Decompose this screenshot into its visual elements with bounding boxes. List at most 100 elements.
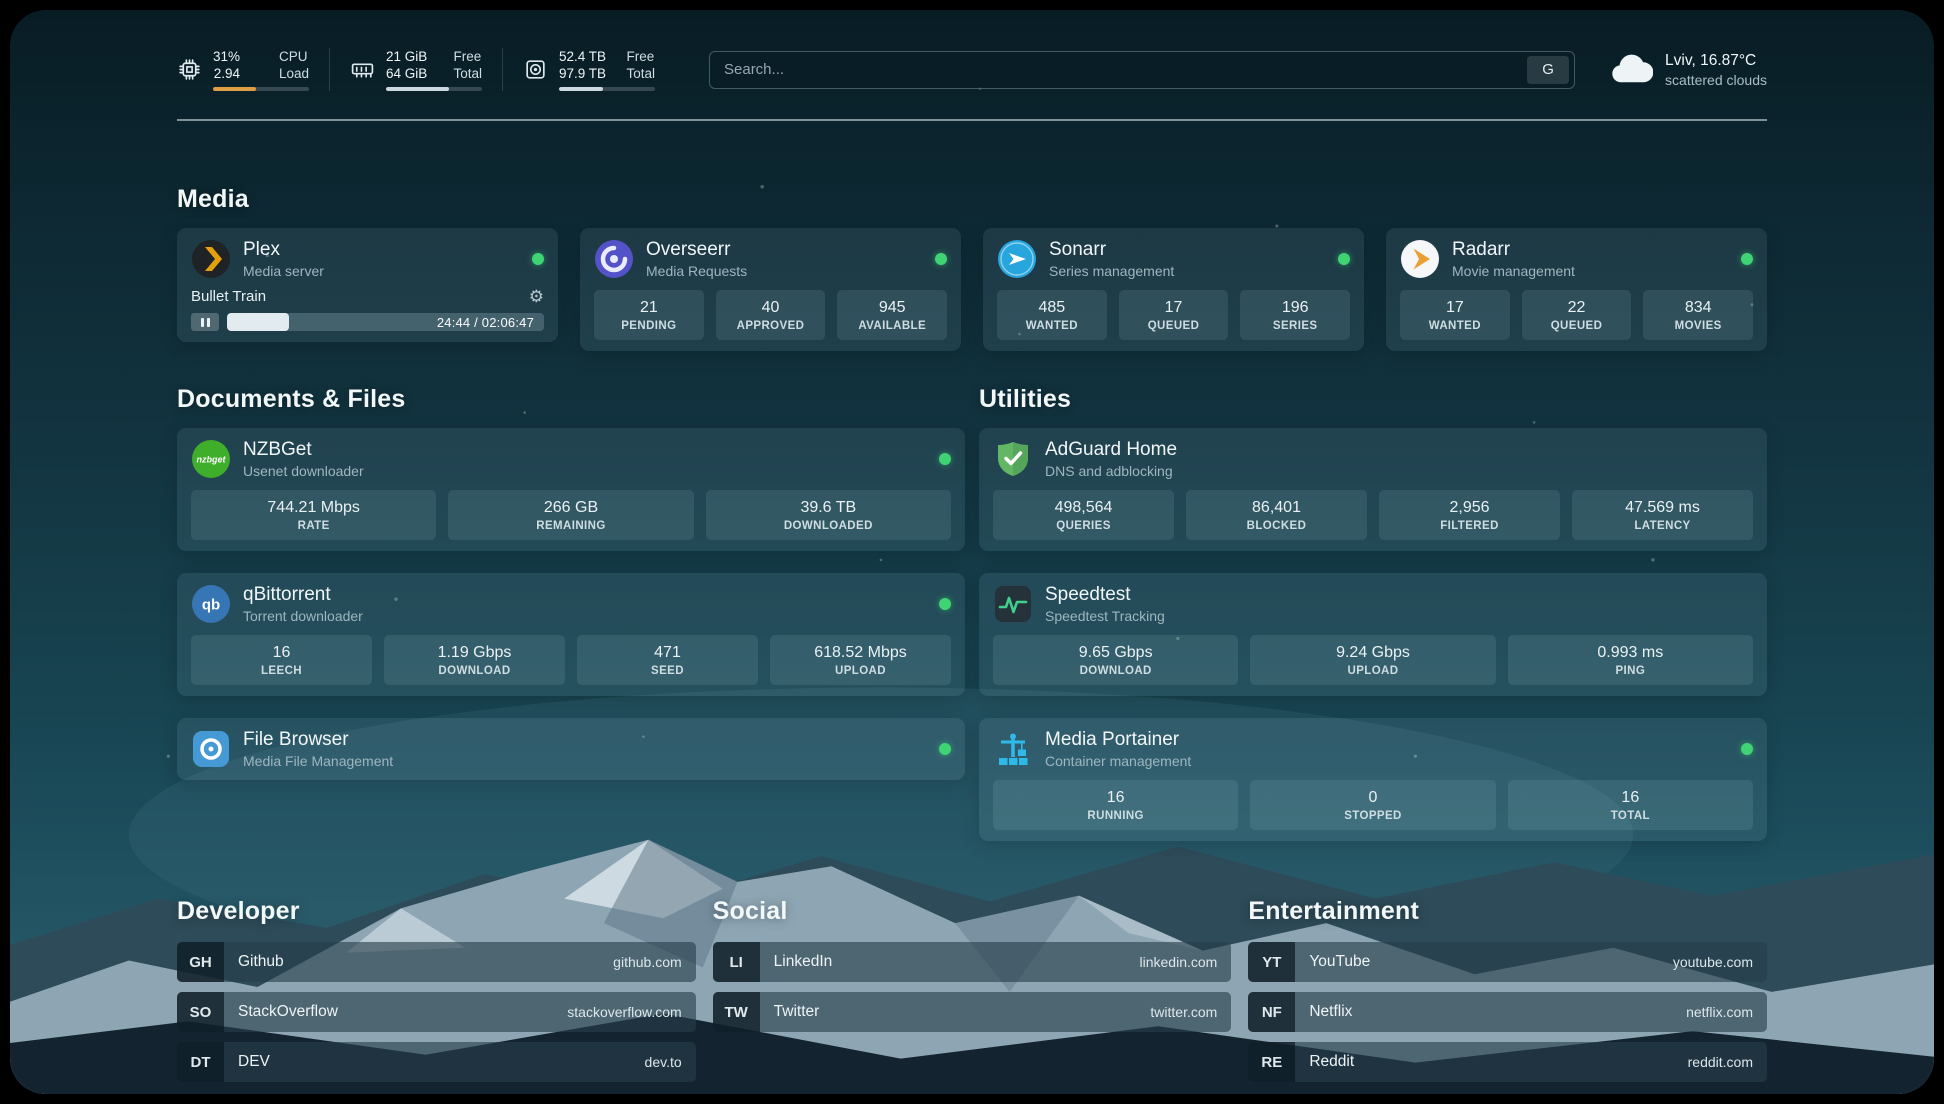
- service-card-portainer[interactable]: Media Portainer Container management 16 RUN…: [979, 718, 1767, 841]
- service-title: Overseerr: [646, 239, 731, 260]
- bookmark-reddit[interactable]: RE Reddit reddit.com: [1248, 1042, 1767, 1082]
- stat-value: 485: [1038, 299, 1066, 316]
- stat-value: 1.19 Gbps: [437, 644, 512, 661]
- cpu-icon: [177, 57, 202, 82]
- service-stats: 21 PENDING 40 APPROVED 945 AVAILABLE: [594, 290, 948, 340]
- bookmark-github[interactable]: GH Github github.com: [177, 942, 696, 982]
- stat-label: MOVIES: [1674, 320, 1722, 332]
- search-provider-button[interactable]: G: [1527, 55, 1570, 84]
- bookmark-group-title: Developer: [177, 897, 300, 925]
- weather-condition: scattered clouds: [1665, 71, 1767, 88]
- filebrowser-icon: [191, 729, 231, 769]
- stat-value: 16: [272, 644, 291, 661]
- bookmark-url: netflix.com: [1686, 1004, 1753, 1020]
- service-card-header: Media Portainer Container management: [993, 729, 1753, 769]
- bookmark-name: Reddit: [1309, 1053, 1355, 1070]
- disk-widget-body: 52.4 TB 97.9 TB Free Total: [559, 48, 655, 91]
- bookmark-name: Netflix: [1309, 1003, 1353, 1020]
- stat-label: UPLOAD: [835, 665, 886, 677]
- service-card-overseerr[interactable]: Overseerr Media Requests 21 PENDING 40 APPROV…: [580, 228, 961, 351]
- service-card-speedtest[interactable]: Speedtest Speedtest Tracking 9.65 Gbps DOWN…: [979, 573, 1767, 696]
- bookmark-name: Github: [238, 953, 284, 970]
- documents-cards: nzbget NZBGet Usenet downloader 744.21 Mbps…: [177, 428, 965, 780]
- service-card-titles: qBittorrent Torrent downloader: [243, 584, 363, 624]
- svg-text:qb: qb: [202, 597, 220, 614]
- stat-label: PENDING: [621, 320, 677, 332]
- service-card-plex[interactable]: Plex Media server Bullet Train ⚙ 24:44 / 02:…: [177, 228, 558, 342]
- section-bookmarks: Developer GH Github github.com SO StackOverfl…: [177, 897, 1767, 1092]
- stat-label: BLOCKED: [1246, 520, 1307, 532]
- cloud-icon: [1609, 54, 1654, 85]
- bookmark-url: twitter.com: [1150, 1004, 1218, 1020]
- service-card-sonarr[interactable]: Sonarr Series management 485 WANTED 17 QUEUED…: [983, 228, 1364, 351]
- disk-free-value: 52.4 TB: [559, 49, 607, 64]
- stat-label: SEED: [651, 665, 684, 677]
- bookmark-abbr: NF: [1248, 992, 1296, 1032]
- bookmark-url: stackoverflow.com: [567, 1004, 682, 1020]
- stat-value: 9.24 Gbps: [1336, 644, 1410, 661]
- service-card-header: Sonarr Series management: [997, 239, 1350, 279]
- bookmark-name: LinkedIn: [773, 953, 833, 970]
- bookmark-stackoverflow[interactable]: SO StackOverflow stackoverflow.com: [177, 992, 696, 1032]
- stat-label: DOWNLOAD: [438, 665, 511, 677]
- pause-icon[interactable]: [191, 313, 219, 331]
- status-dot-online: [1741, 743, 1753, 755]
- stat-value: 196: [1281, 299, 1309, 316]
- service-card-filebrowser[interactable]: File Browser Media File Management: [177, 718, 965, 780]
- service-subtitle: Torrent downloader: [243, 608, 363, 624]
- stat-value: 39.6 TB: [800, 499, 857, 516]
- status-dot-online: [935, 253, 947, 265]
- search-input[interactable]: [724, 61, 1528, 78]
- stat-label: LATENCY: [1634, 520, 1691, 532]
- bookmark-dev[interactable]: DT DEV dev.to: [177, 1042, 696, 1082]
- stat-label: APPROVED: [736, 320, 805, 332]
- topbar-divider: [177, 119, 1767, 121]
- service-card-titles: Media Portainer Container management: [1045, 729, 1191, 769]
- service-card-nzbget[interactable]: nzbget NZBGet Usenet downloader 744.21 Mbps…: [177, 428, 965, 551]
- stat-label: WANTED: [1025, 320, 1078, 332]
- stat-block: 945 AVAILABLE: [837, 290, 948, 340]
- service-card-qbittorrent[interactable]: qb qBittorrent Torrent downloader 16 LEECH 1.…: [177, 573, 965, 696]
- stat-block: 9.65 Gbps DOWNLOAD: [993, 635, 1239, 685]
- stat-value: 266 GB: [543, 499, 599, 516]
- stat-label: QUEUED: [1550, 320, 1603, 332]
- search-bar[interactable]: G: [709, 50, 1576, 89]
- cpu-usage-value: 31%: [213, 49, 241, 64]
- service-title: AdGuard Home: [1045, 439, 1178, 460]
- service-title: NZBGet: [243, 439, 312, 460]
- memory-bar-fill: [386, 87, 450, 91]
- service-card-radarr[interactable]: Radarr Movie management 17 WANTED 22 QUEUED 83…: [1386, 228, 1767, 351]
- sonarr-icon: [997, 239, 1037, 279]
- service-card-header: Plex Media server: [191, 239, 544, 279]
- stat-block: 0 STOPPED: [1250, 780, 1496, 830]
- cpu-bar: [213, 87, 309, 91]
- stat-block: 17 WANTED: [1400, 290, 1510, 340]
- bookmark-abbr: YT: [1248, 942, 1296, 982]
- stat-value: 834: [1684, 299, 1712, 316]
- service-card-titles: Plex Media server: [243, 239, 324, 279]
- bookmark-group-title: Entertainment: [1248, 897, 1420, 925]
- memory-icon: [350, 57, 375, 82]
- gear-icon[interactable]: ⚙: [528, 287, 544, 306]
- stat-value: 86,401: [1252, 499, 1301, 516]
- bookmark-youtube[interactable]: YT YouTube youtube.com: [1248, 942, 1767, 982]
- weather-text: Lviv, 16.87°C scattered clouds: [1665, 52, 1767, 88]
- stat-block: 17 QUEUED: [1118, 290, 1229, 340]
- stat-value: 40: [761, 299, 780, 316]
- stat-block: 16 TOTAL: [1507, 780, 1753, 830]
- service-card-adguard[interactable]: AdGuard Home DNS and adblocking 498,564 QUE…: [979, 428, 1767, 551]
- stat-value: 0: [1368, 789, 1378, 806]
- system-resource-widgets: 31% 2.94 CPU Load: [177, 48, 675, 91]
- status-dot-online: [1741, 253, 1753, 265]
- bookmark-linkedin[interactable]: LI LinkedIn linkedin.com: [712, 942, 1232, 982]
- bookmark-netflix[interactable]: NF Netflix netflix.com: [1248, 992, 1767, 1032]
- playback-progress-track[interactable]: 24:44 / 02:06:47: [227, 313, 544, 331]
- section-heading-documents: Documents & Files: [177, 385, 406, 413]
- weather-widget[interactable]: Lviv, 16.87°C scattered clouds: [1609, 52, 1767, 88]
- stat-label: PING: [1615, 665, 1646, 677]
- qbittorrent-icon: qb: [191, 584, 231, 624]
- stat-block: 40 APPROVED: [715, 290, 826, 340]
- bookmark-name: Twitter: [773, 1003, 820, 1020]
- stat-label: WANTED: [1428, 320, 1481, 332]
- bookmark-twitter[interactable]: TW Twitter twitter.com: [712, 992, 1232, 1032]
